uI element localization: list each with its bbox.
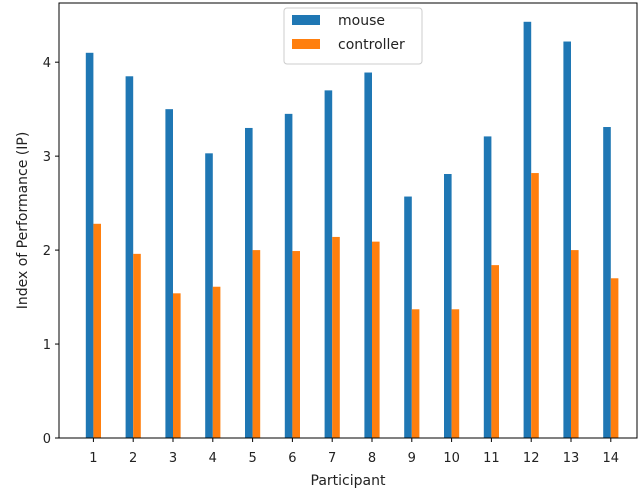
bar-controller-7 xyxy=(332,237,340,438)
legend: mouse controller xyxy=(284,8,422,64)
bar-mouse-3 xyxy=(165,109,173,438)
bar-mouse-13 xyxy=(563,42,571,438)
bar-controller-3 xyxy=(173,293,181,438)
x-tick-label: 13 xyxy=(563,451,580,466)
bar-mouse-8 xyxy=(364,73,372,438)
bar-controller-10 xyxy=(452,309,460,438)
legend-swatch-controller xyxy=(292,39,320,49)
bar-controller-4 xyxy=(213,287,221,438)
y-axis-ticks: 0 1 2 3 4 xyxy=(43,56,59,447)
bar-mouse-7 xyxy=(325,90,333,438)
bar-mouse-6 xyxy=(285,114,293,438)
y-tick-label: 2 xyxy=(43,244,51,259)
x-tick-label: 3 xyxy=(169,451,177,466)
bar-controller-9 xyxy=(412,309,420,438)
x-tick-label: 14 xyxy=(603,451,620,466)
bar-mouse-5 xyxy=(245,128,253,438)
bar-mouse-4 xyxy=(205,153,213,438)
bars xyxy=(86,22,619,438)
y-tick-label: 4 xyxy=(43,56,51,71)
plot-frame xyxy=(59,3,637,438)
x-tick-label: 10 xyxy=(443,451,460,466)
x-tick-label: 9 xyxy=(408,451,416,466)
bar-mouse-2 xyxy=(126,76,134,438)
y-tick-label: 3 xyxy=(43,150,51,165)
bar-controller-5 xyxy=(253,250,261,438)
x-tick-label: 6 xyxy=(288,451,296,466)
x-tick-label: 4 xyxy=(209,451,217,466)
legend-label-mouse: mouse xyxy=(338,13,385,29)
legend-swatch-mouse xyxy=(292,15,320,25)
bar-controller-6 xyxy=(292,251,300,438)
bar-controller-12 xyxy=(531,173,539,438)
x-tick-label: 1 xyxy=(89,451,97,466)
x-tick-label: 2 xyxy=(129,451,137,466)
legend-label-controller: controller xyxy=(338,37,405,53)
y-axis-label: Index of Performance (IP) xyxy=(15,132,31,310)
bar-controller-8 xyxy=(372,242,380,438)
bar-controller-1 xyxy=(93,224,101,438)
x-tick-label: 12 xyxy=(523,451,540,466)
bar-mouse-12 xyxy=(524,22,532,438)
bar-controller-14 xyxy=(611,278,619,438)
bar-mouse-11 xyxy=(484,136,492,438)
bar-mouse-1 xyxy=(86,53,94,438)
x-tick-label: 8 xyxy=(368,451,376,466)
x-tick-label: 11 xyxy=(483,451,500,466)
bar-mouse-10 xyxy=(444,174,452,438)
x-axis-label: Participant xyxy=(311,473,386,489)
x-tick-label: 7 xyxy=(328,451,336,466)
x-tick-label: 5 xyxy=(248,451,256,466)
bar-controller-11 xyxy=(491,265,499,438)
bar-mouse-14 xyxy=(603,127,611,438)
bar-mouse-9 xyxy=(404,197,412,438)
y-tick-label: 1 xyxy=(43,338,51,353)
y-tick-label: 0 xyxy=(43,432,51,447)
bar-controller-2 xyxy=(133,254,141,438)
x-axis-ticks: 1 2 3 4 5 6 7 8 9 10 11 12 13 14 xyxy=(89,438,619,466)
bar-controller-13 xyxy=(571,250,579,438)
